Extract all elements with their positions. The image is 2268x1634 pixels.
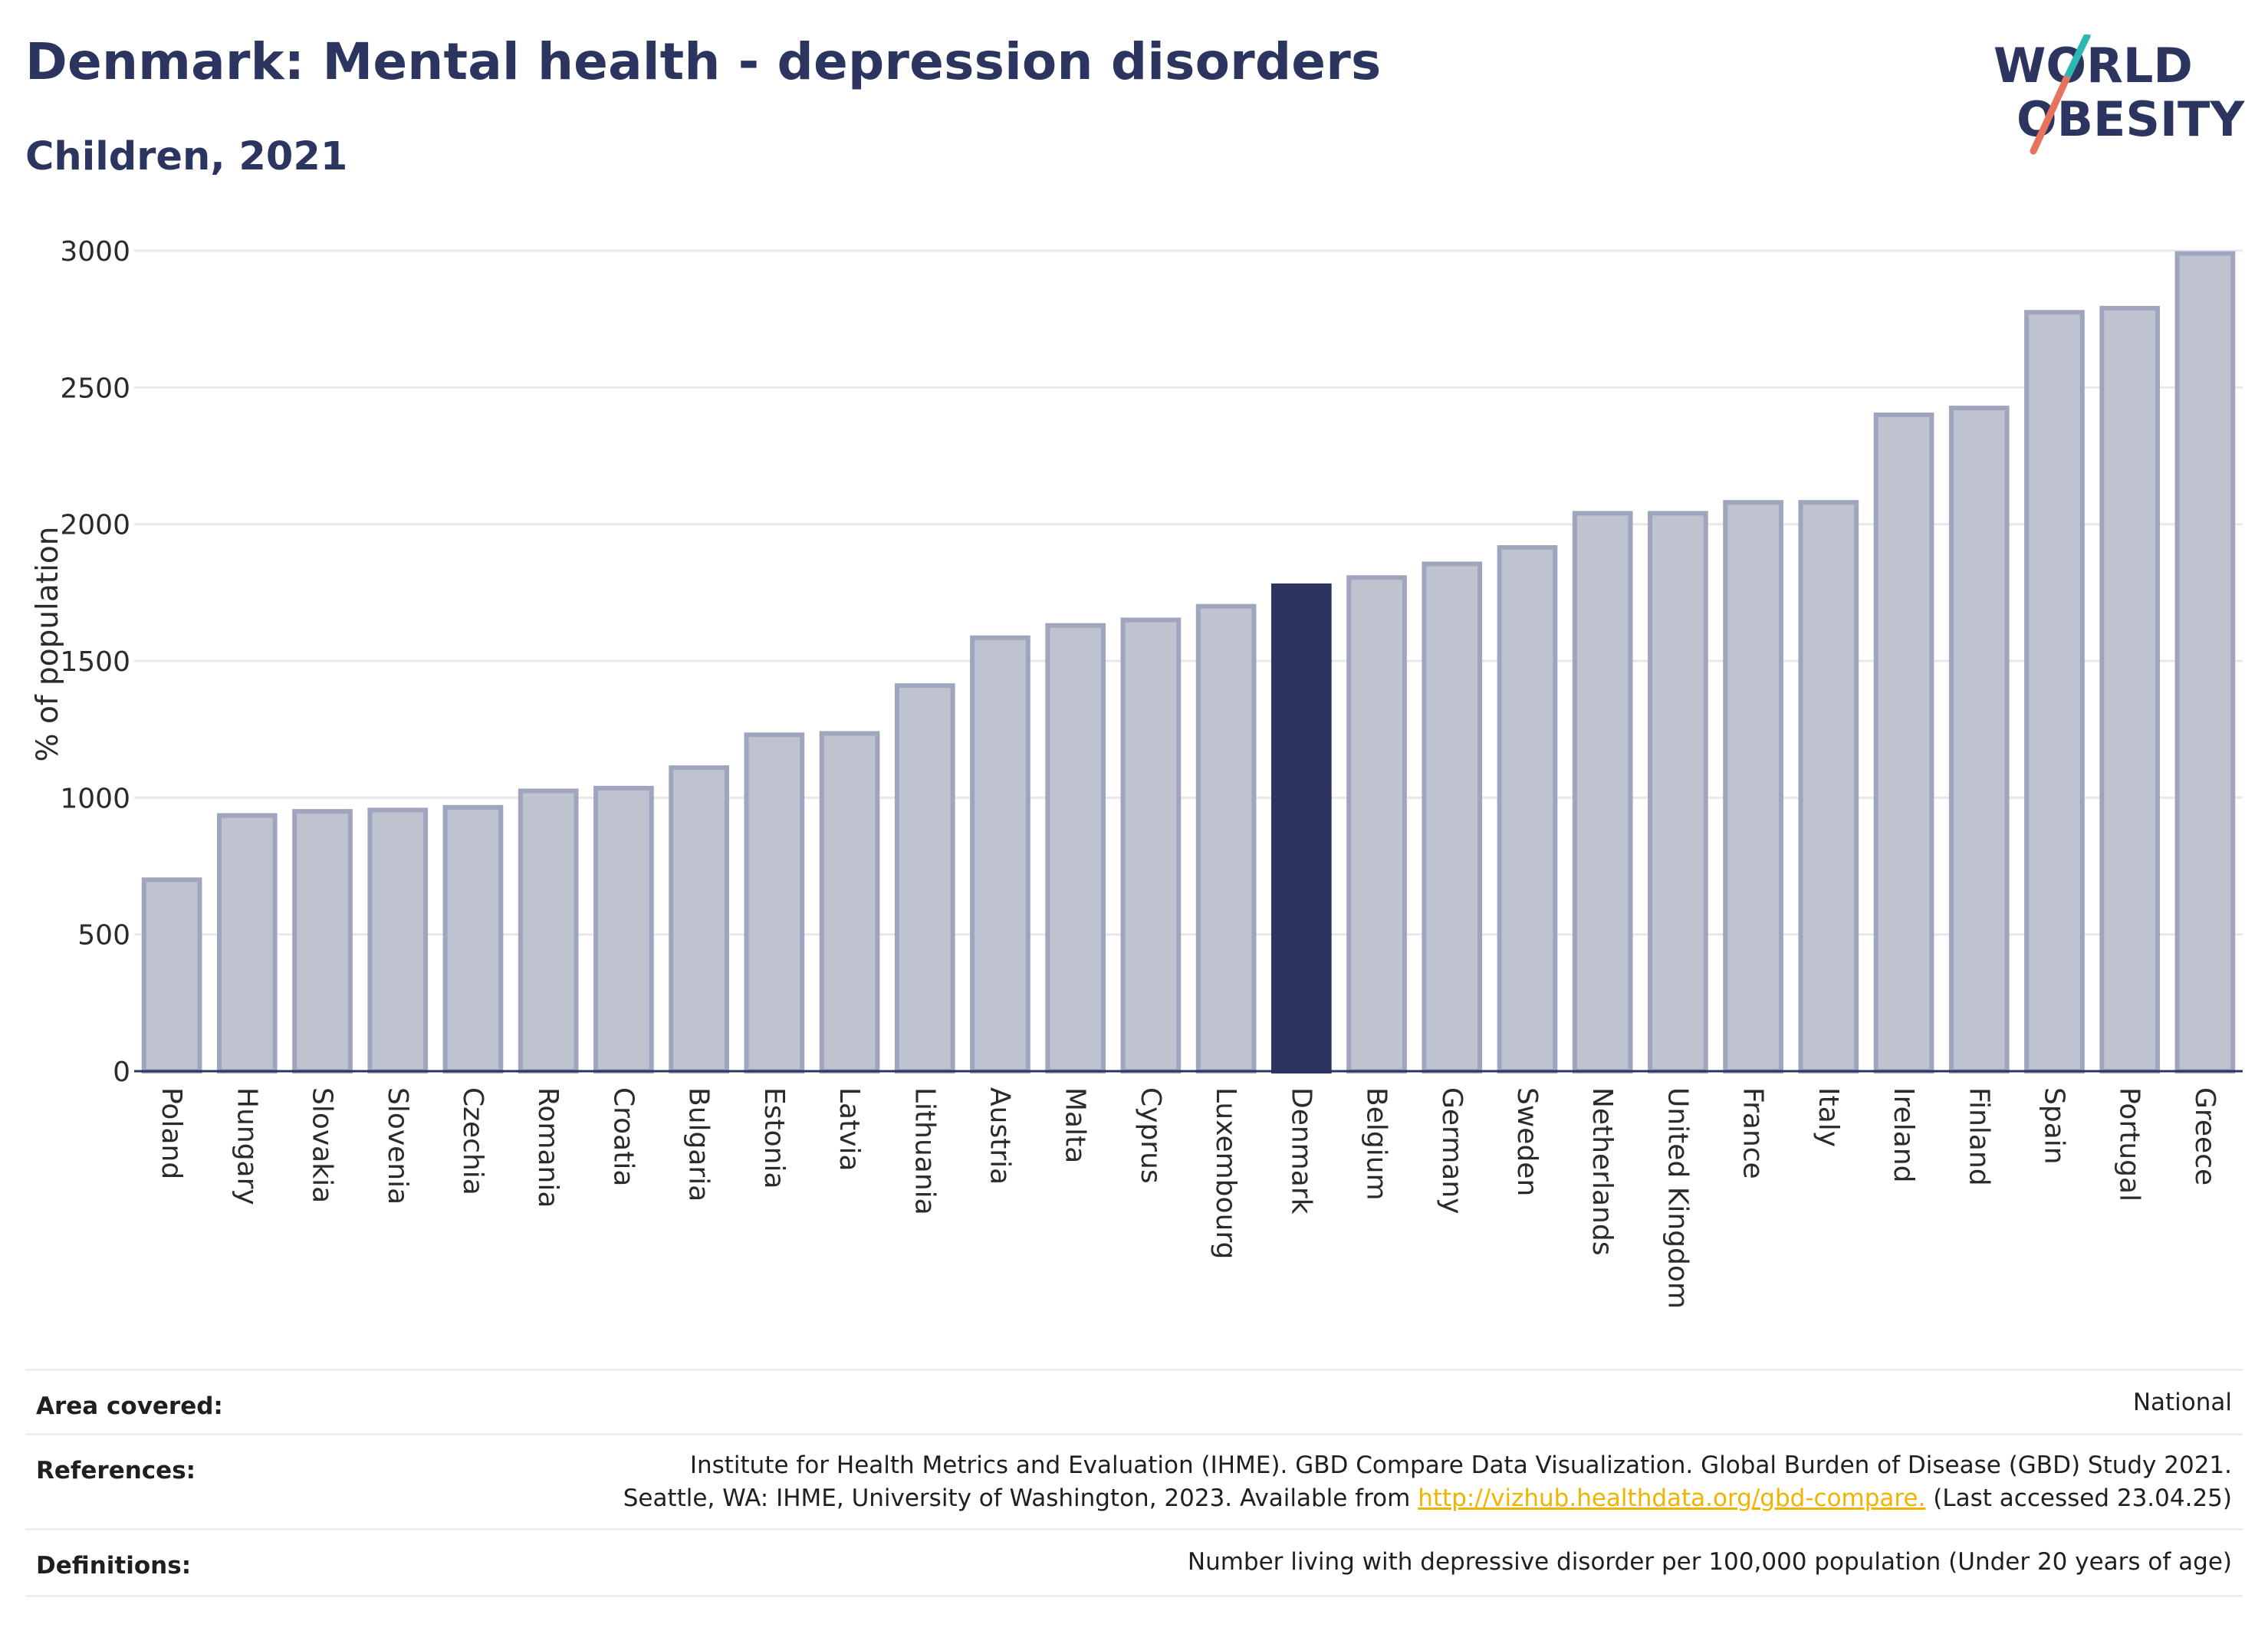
y-tick-label: 1500 — [60, 646, 130, 678]
x-tick-label: Estonia — [758, 1087, 790, 1189]
x-tick-label: Bulgaria — [683, 1087, 715, 1202]
logo-word-world: WORLD — [1994, 38, 2193, 94]
definitions-label: Definitions: — [36, 1552, 192, 1580]
x-tick-label: Hungary — [231, 1087, 262, 1205]
bar-czechia — [442, 804, 504, 1073]
bar-hungary — [216, 813, 278, 1074]
y-tick-label: 1000 — [60, 783, 130, 814]
x-tick-label: Latvia — [833, 1087, 865, 1172]
x-tick-label: Belgium — [1361, 1087, 1392, 1201]
x-tick-label: Croatia — [607, 1087, 639, 1186]
x-axis-tick-labels: Poland Hungary Slovakia Slovenia Czechia Roma… — [156, 1087, 2220, 1309]
x-tick-label: Italy — [1813, 1087, 1844, 1147]
x-tick-label: Cyprus — [1135, 1087, 1166, 1184]
info-row-area: Area covered: National — [25, 1369, 2243, 1435]
bar-ireland — [1873, 413, 1934, 1073]
y-tick-label: 2500 — [60, 373, 130, 404]
y-tick-label: 2000 — [60, 510, 130, 541]
bar-cyprus — [1120, 617, 1182, 1073]
x-tick-label: France — [1737, 1087, 1769, 1179]
y-tick-label: 3000 — [60, 236, 130, 268]
bar-slovakia — [292, 809, 353, 1073]
x-tick-label: Spain — [2038, 1087, 2069, 1165]
area-covered-label: Area covered: — [36, 1392, 223, 1420]
x-tick-label: Romania — [532, 1087, 564, 1208]
references-text-after-link: (Last accessed 23.04.25) — [1925, 1484, 2232, 1512]
bar-belgium — [1346, 575, 1407, 1073]
x-tick-label: Portugal — [2114, 1087, 2145, 1202]
bar-germany — [1422, 561, 1483, 1073]
bar-estonia — [744, 732, 805, 1073]
x-tick-label: Slovenia — [382, 1087, 413, 1205]
chart-title: Denmark: Mental health - depression diso… — [25, 32, 1382, 91]
bar-spain — [2024, 310, 2085, 1073]
bar-romania — [518, 788, 579, 1073]
references-label: References: — [36, 1457, 196, 1484]
x-tick-label: Ireland — [1888, 1087, 1919, 1183]
logo-slash-bottom — [2030, 75, 2070, 155]
x-tick-label: Luxembourg — [1210, 1087, 1241, 1259]
bars — [141, 251, 2236, 1074]
references-text-before-link: Seattle, WA: IHME, University of Washing… — [623, 1484, 1418, 1512]
bar-netherlands — [1572, 511, 1633, 1073]
x-tick-label: Lithuania — [909, 1087, 940, 1215]
y-tick-label: 0 — [113, 1057, 130, 1088]
info-row-definitions: Definitions: Number living with depressi… — [25, 1528, 2243, 1597]
bar-austria — [970, 635, 1030, 1073]
x-tick-label: United Kingdom — [1662, 1087, 1693, 1309]
area-covered-value: National — [2132, 1389, 2232, 1416]
y-axis-tick-labels: 0 500 1000 1500 2000 2500 3000 — [60, 236, 130, 1088]
bar-greece — [2174, 251, 2236, 1074]
y-axis-label: % of population — [31, 527, 65, 762]
x-tick-label: Slovakia — [307, 1087, 338, 1203]
x-tick-label: Malta — [1060, 1087, 1091, 1163]
bar-lithuania — [894, 683, 955, 1073]
references-line-1: Institute for Health Metrics and Evaluat… — [689, 1452, 2232, 1479]
bar-croatia — [593, 785, 654, 1073]
bar-latvia — [819, 731, 880, 1073]
bar-italy — [1798, 500, 1859, 1073]
x-tick-label: Germany — [1436, 1087, 1468, 1214]
y-tick-label: 500 — [77, 920, 130, 952]
references-line-2: Seattle, WA: IHME, University of Washing… — [623, 1482, 2232, 1515]
x-tick-label: Sweden — [1511, 1087, 1543, 1196]
bar-malta — [1045, 623, 1106, 1073]
bar-portugal — [2099, 305, 2161, 1073]
x-tick-label: Czechia — [457, 1087, 488, 1195]
bar-france — [1723, 500, 1783, 1073]
bar-denmark — [1270, 583, 1332, 1073]
info-table: Area covered: National References: Insti… — [25, 1369, 2243, 1599]
gbd-compare-link[interactable]: http://vizhub.healthdata.org/gbd-compare… — [1418, 1484, 1926, 1512]
chart-subtitle: Children, 2021 — [25, 134, 348, 179]
references-value: Institute for Health Metrics and Evaluat… — [623, 1449, 2232, 1515]
bar-luxembourg — [1195, 603, 1257, 1073]
world-obesity-logo: WORLD OBESITY — [1994, 35, 2245, 155]
x-tick-label: Poland — [156, 1087, 187, 1179]
bar-chart: 0 500 1000 1500 2000 2500 3000 Poland Hungary Sl… — [31, 236, 2243, 1309]
bar-poland — [141, 877, 202, 1074]
bar-slovenia — [367, 807, 429, 1073]
bar-sweden — [1497, 544, 1558, 1073]
bar-united-kingdom — [1648, 511, 1708, 1073]
bar-finland — [1948, 406, 2010, 1073]
info-row-references: References: Institute for Health Metrics… — [25, 1433, 2243, 1530]
x-tick-label: Austria — [984, 1087, 1015, 1185]
bar-bulgaria — [669, 765, 729, 1073]
x-tick-label: Netherlands — [1586, 1087, 1618, 1255]
x-tick-label: Greece — [2189, 1087, 2220, 1185]
x-tick-label: Denmark — [1285, 1087, 1316, 1215]
definitions-value: Number living with depressive disorder p… — [1187, 1548, 2232, 1576]
x-tick-label: Finland — [1963, 1087, 1994, 1186]
logo-slash-top — [2063, 35, 2091, 83]
